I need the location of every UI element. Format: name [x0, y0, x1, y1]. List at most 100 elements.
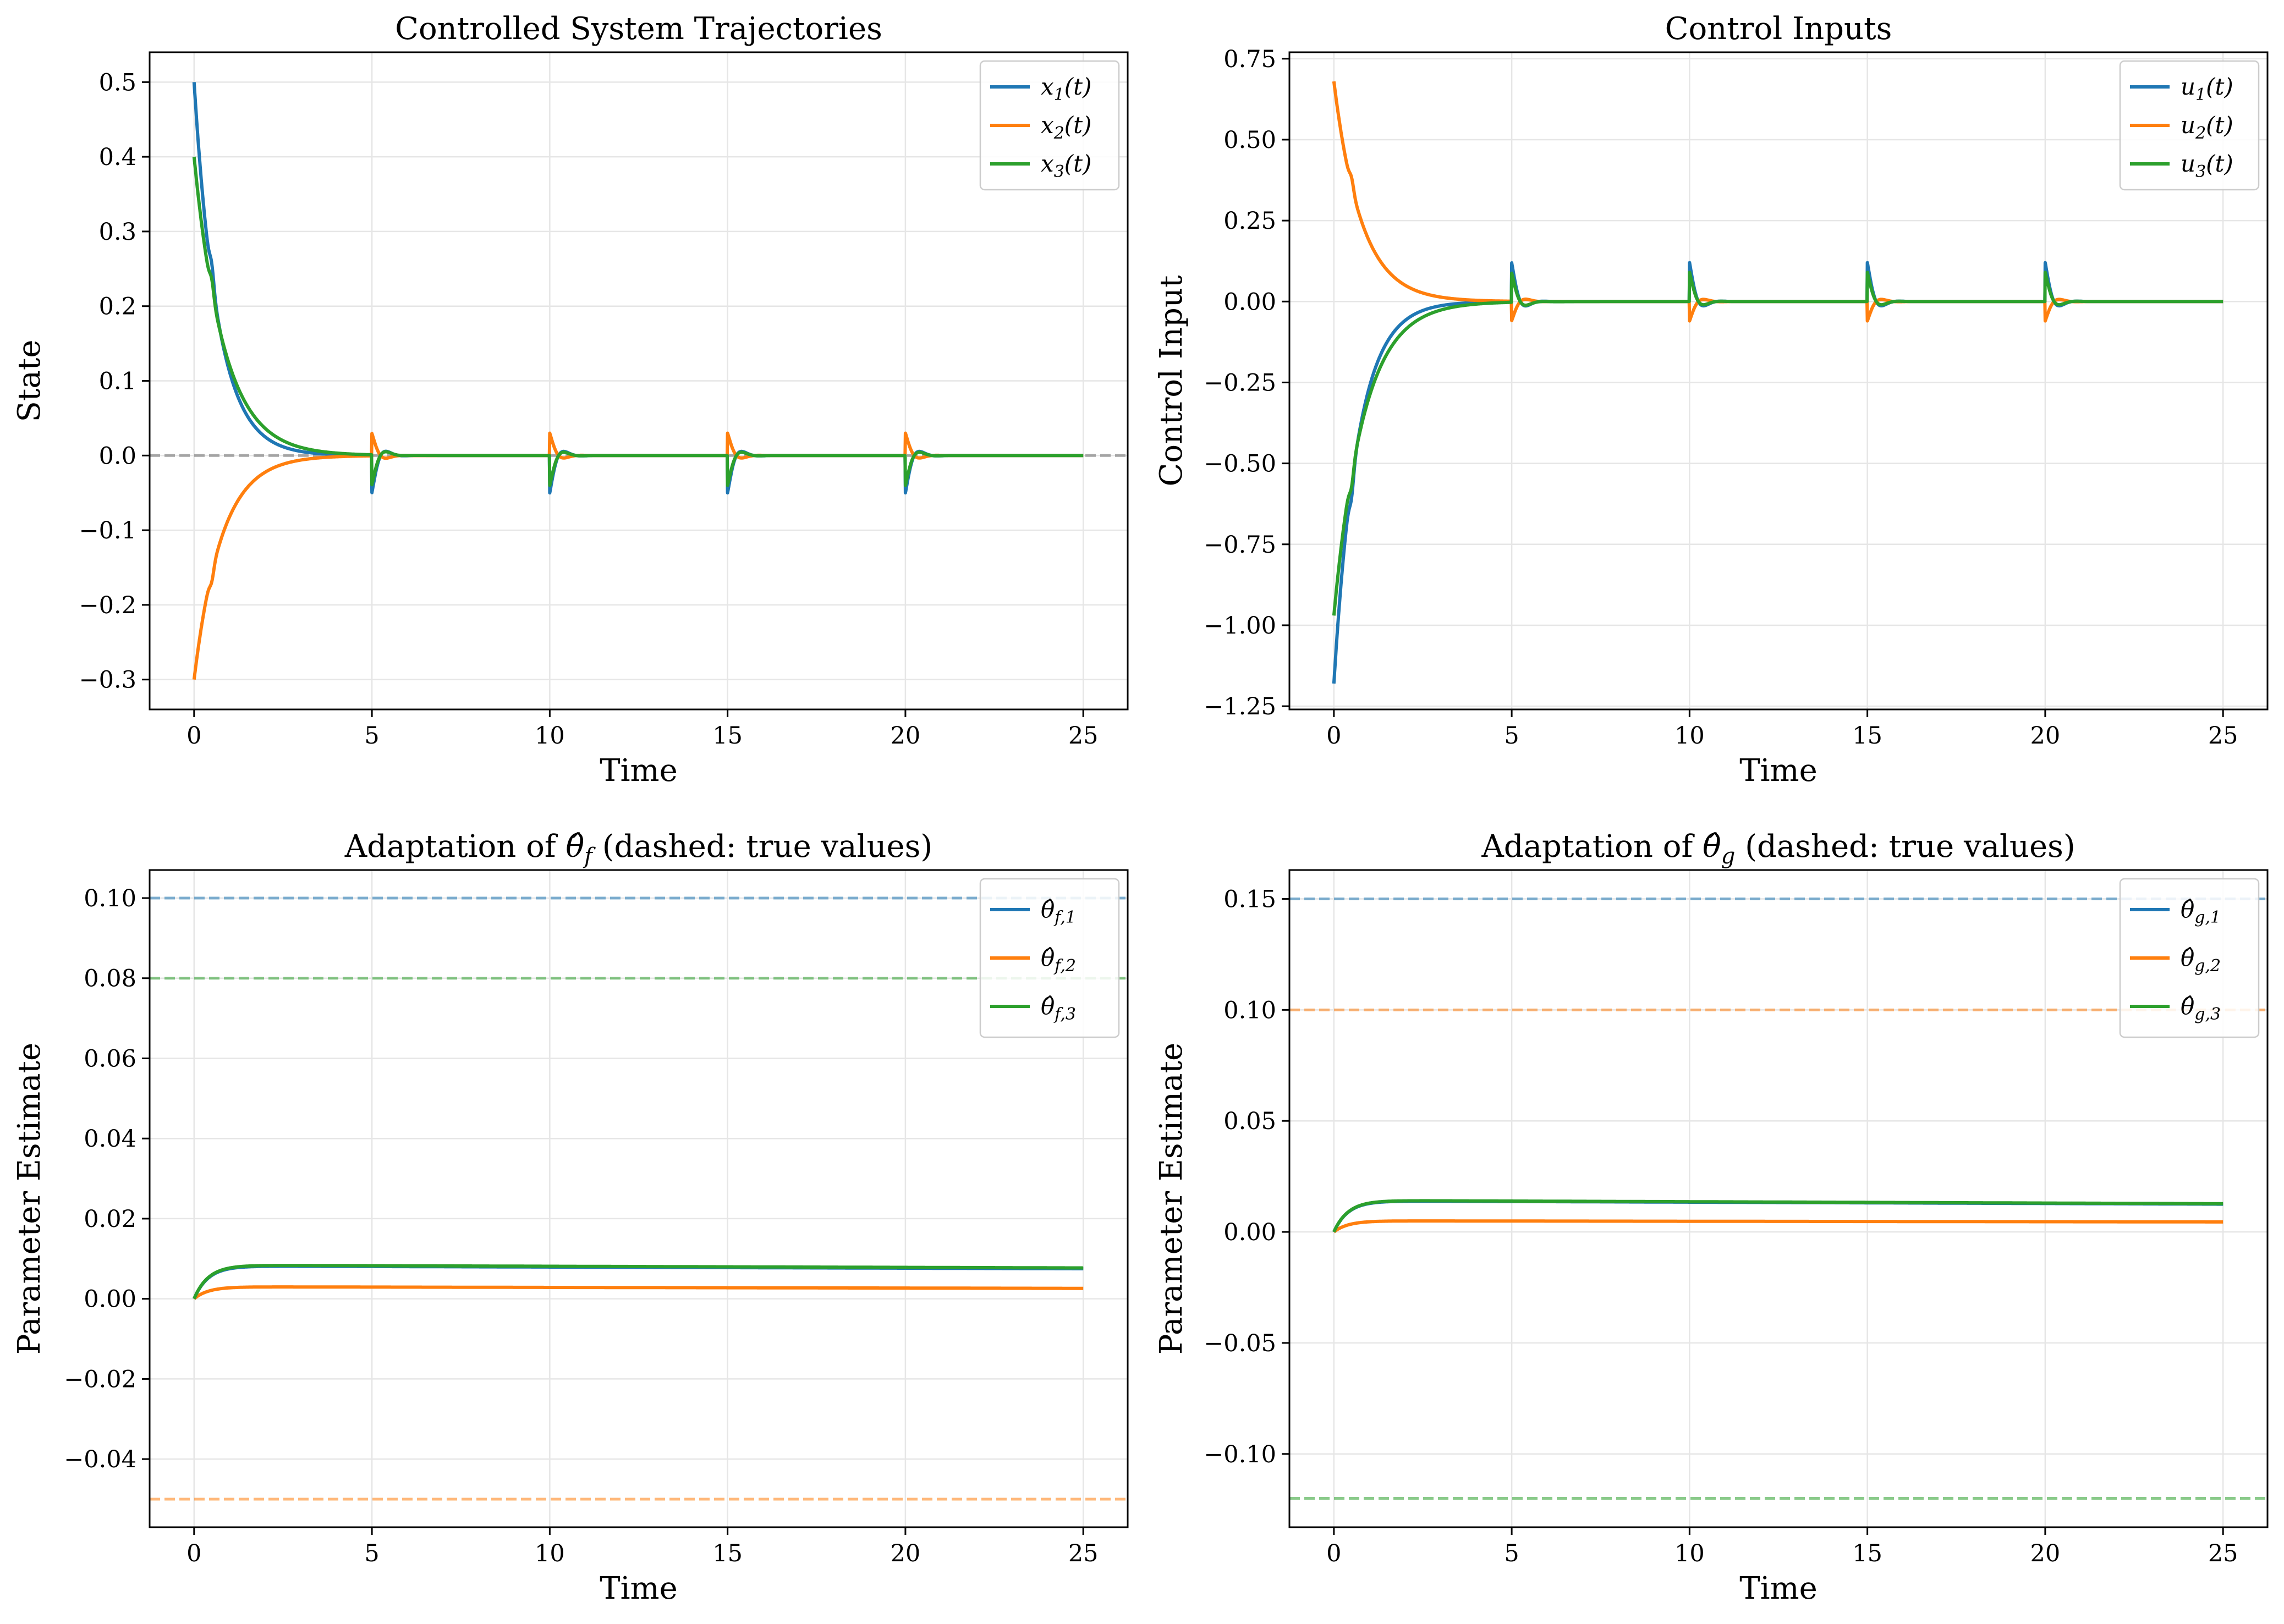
- y-tick-label: 0.2: [99, 293, 136, 321]
- x-tick-label: 10: [535, 1540, 565, 1567]
- y-tick-label: 0.0: [99, 442, 136, 470]
- legend-base: θ̂: [1041, 993, 1055, 1020]
- legend-frame: [2119, 878, 2260, 1038]
- x-tick-label: 25: [1068, 722, 1099, 750]
- legend-base: u: [2181, 150, 2195, 177]
- legend-frame: [979, 878, 1120, 1038]
- y-axis-label: Control Input: [1154, 275, 1189, 486]
- x-tick-label: 20: [2030, 1540, 2061, 1567]
- legend-suffix: (t): [2206, 112, 2233, 139]
- legend-subscript: 2: [2195, 124, 2206, 143]
- y-tick-label: 0.3: [99, 218, 136, 246]
- legend-entry-1: θ̂f,1: [1041, 896, 1076, 927]
- series-line-3: [1332, 271, 2225, 616]
- legend-subscript: 1: [2195, 85, 2206, 104]
- legend-base: u: [2181, 73, 2195, 100]
- x-axis-label: Time: [600, 1571, 678, 1606]
- x-tick-label: 10: [1674, 1540, 1705, 1567]
- legend-subscript: g,2: [2194, 956, 2221, 976]
- series-group: [1332, 1199, 2225, 1234]
- legend-subscript: f,1: [1053, 908, 1076, 927]
- title-prefix: Adaptation of: [1481, 829, 1703, 865]
- legend-frame: [979, 60, 1120, 191]
- series-line-3: [192, 156, 1085, 487]
- series-line-1: [192, 82, 1085, 495]
- legend-entry-1: u1(t): [2181, 73, 2233, 104]
- y-tick-label: −0.05: [1204, 1330, 1276, 1357]
- legend-subscript: 3: [1054, 162, 1064, 181]
- chart-title: Adaptation of θ̂f (dashed: true values): [344, 829, 933, 869]
- series-line-2: [192, 431, 1085, 680]
- y-tick-label: 0.4: [99, 144, 136, 171]
- legend-subscript: 2: [1053, 124, 1064, 143]
- x-tick-label: 5: [364, 722, 379, 750]
- chart-title: Control Inputs: [1665, 11, 1892, 47]
- legend-base: θ̂: [1041, 896, 1055, 923]
- chart-panel-1: 0 5 10 15 20 25 −0.3 −0.2 −0.1 0.0 0.1 0.2 0.3 0.4 0.5…: [12, 11, 1129, 789]
- legend-frame: [2119, 60, 2260, 191]
- legend: θ̂f,1θ̂f,2θ̂f,3: [979, 878, 1120, 1038]
- title-subscript: g: [1721, 844, 1736, 869]
- y-tick-label: 0.50: [1223, 126, 1276, 154]
- y-tick-label: −0.50: [1204, 450, 1276, 478]
- x-tick-label: 5: [1504, 722, 1519, 750]
- legend-suffix: (t): [1064, 73, 1092, 100]
- chart-panel-4: 0 5 10 15 20 25 −0.10 −0.05 0.00 0.05 0.10 0.15 Adap…: [1154, 829, 2269, 1606]
- legend-suffix: (t): [1064, 150, 1092, 177]
- legend: x1(t)x2(t)x3(t): [979, 60, 1120, 191]
- y-axis-label: Parameter Estimate: [12, 1043, 47, 1355]
- x-tick-label: 15: [712, 1540, 743, 1567]
- y-tick-label: 0.05: [1223, 1108, 1276, 1135]
- x-axis-label: Time: [1739, 1571, 1818, 1606]
- legend-subscript: f,2: [1053, 956, 1076, 976]
- x-tick-label: 25: [2208, 722, 2238, 750]
- title-symbol: θ̂: [565, 829, 584, 865]
- legend-suffix: (t): [2206, 150, 2233, 177]
- chart-title: Controlled System Trajectories: [395, 11, 882, 47]
- y-tick-label: −0.3: [79, 667, 136, 694]
- series-line-1: [193, 1264, 1085, 1300]
- x-tick-label: 25: [2208, 1540, 2238, 1567]
- legend: θ̂g,1θ̂g,2θ̂g,3: [2119, 878, 2260, 1038]
- legend-base: θ̂: [2181, 993, 2194, 1020]
- series-group: [1332, 81, 2225, 684]
- series-line-1: [1332, 1199, 2225, 1233]
- axes-frame: [1288, 869, 2269, 1528]
- legend-entry-3: θ̂g,3: [2181, 993, 2221, 1024]
- chart-panel-2: 0 5 10 15 20 25 −1.25 −1.00 −0.75 −0.50 −0.25 0.00 0…: [1154, 11, 2269, 789]
- y-tick-label: −1.25: [1204, 693, 1276, 720]
- x-tick-label: 10: [1674, 722, 1705, 750]
- axes-frame: [1288, 51, 2269, 711]
- x-tick-label: 0: [1326, 722, 1341, 750]
- title-symbol: θ̂: [1703, 829, 1721, 865]
- y-axis-label: State: [12, 340, 47, 422]
- y-tick-label: 0.00: [1223, 1219, 1276, 1246]
- legend-subscript: f,3: [1053, 1005, 1076, 1024]
- x-axis-label: Time: [1739, 753, 1818, 789]
- legend-base: u: [2181, 112, 2195, 139]
- y-tick-label: 0.06: [84, 1045, 136, 1072]
- legend: u1(t)u2(t)u3(t): [2119, 60, 2260, 191]
- series-line-2: [193, 1285, 1085, 1301]
- legend-base: x: [1041, 112, 1054, 139]
- x-tick-label: 20: [891, 722, 921, 750]
- chart-title: Adaptation of θ̂g (dashed: true values): [1481, 829, 2075, 869]
- x-tick-label: 5: [364, 1540, 379, 1567]
- x-tick-label: 0: [1326, 1540, 1341, 1567]
- title-suffix: (dashed: true values): [1735, 829, 2075, 865]
- y-tick-label: −0.04: [64, 1446, 136, 1473]
- x-tick-label: 0: [186, 722, 201, 750]
- legend-base: θ̂: [2181, 896, 2194, 923]
- series-line-3: [1332, 1199, 2225, 1233]
- legend-entry-3: x3(t): [1041, 150, 1091, 181]
- y-tick-label: 0.10: [84, 885, 136, 912]
- series-line-2: [1332, 81, 2225, 323]
- series-line-2: [1332, 1219, 2225, 1234]
- legend-subscript: g,1: [2194, 908, 2221, 927]
- y-tick-label: −1.00: [1204, 612, 1276, 640]
- legend-subscript: 3: [2195, 162, 2206, 181]
- y-tick-label: 0.00: [84, 1286, 136, 1313]
- legend-entry-3: θ̂f,3: [1041, 993, 1076, 1024]
- x-tick-label: 0: [186, 1540, 201, 1567]
